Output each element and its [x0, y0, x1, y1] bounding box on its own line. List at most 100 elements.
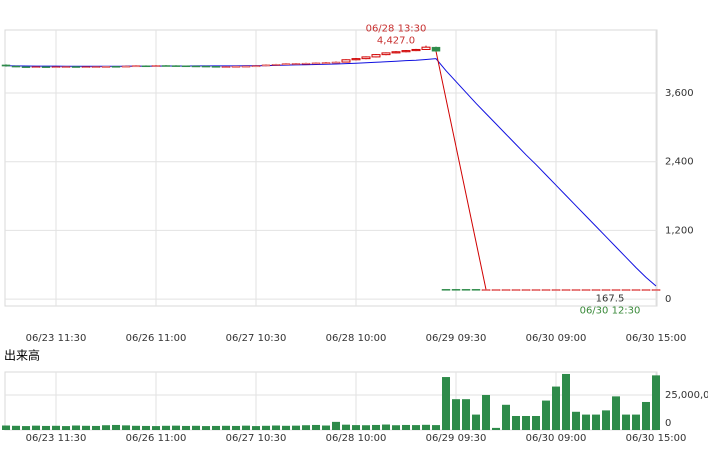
high-note-value: 4,427.0 [377, 36, 415, 47]
volume-bar [92, 425, 100, 430]
volume-bar [262, 425, 270, 430]
volume-bar [392, 425, 400, 430]
candle-body [521, 289, 531, 291]
volume-bar [302, 425, 310, 430]
volume-bar [582, 414, 590, 430]
volume-bar [172, 425, 180, 430]
candle-body [241, 65, 251, 68]
candle-body [631, 289, 641, 291]
volume-bar [352, 425, 360, 430]
low-note-time: 06/30 12:30 [580, 306, 641, 317]
candle-body [551, 289, 561, 291]
candle-body [11, 65, 21, 68]
volume-bar [512, 415, 520, 430]
candle-body [621, 289, 631, 291]
volume-bar [42, 425, 50, 430]
candle-body [161, 65, 171, 67]
candle-body [71, 66, 81, 68]
candle-body [101, 66, 111, 68]
candle-body [301, 62, 311, 65]
candle-body [131, 65, 141, 68]
price-frame [4, 29, 658, 307]
volume-bar [102, 425, 110, 430]
volume-bar [362, 425, 370, 430]
volume-bar [52, 425, 60, 430]
volume-bar [592, 414, 600, 430]
candle-body [271, 64, 281, 66]
x-tick-label: 06/23 11:30 [26, 333, 87, 344]
candle-body [381, 52, 391, 56]
candle-body [91, 66, 101, 68]
volume-bar [642, 401, 650, 430]
candle-body [291, 63, 301, 65]
candle-body [481, 289, 491, 291]
y-tick-label: 0 [665, 418, 671, 429]
volume-bar [82, 425, 90, 430]
y-tick-label: 25,000,000 [665, 390, 708, 401]
volume-bar [472, 414, 480, 430]
candle-body [491, 289, 501, 291]
volume-bar [142, 425, 150, 430]
drop-line [435, 51, 487, 290]
x-tick-label: 06/26 11:00 [126, 333, 187, 344]
candle-body [281, 63, 291, 66]
candle-body [421, 46, 431, 50]
candle-body [531, 289, 541, 291]
volume-bar [552, 386, 560, 430]
candle-body [501, 289, 511, 291]
candle-body [581, 289, 591, 291]
candle-body [1, 64, 11, 67]
candle-body [331, 61, 341, 64]
x-tick-label: 06/28 10:00 [326, 433, 387, 444]
volume-bar [312, 424, 320, 430]
candle-body [401, 50, 411, 53]
volume-bar [572, 411, 580, 430]
x-tick-label: 06/27 10:30 [226, 433, 287, 444]
volume-bar [452, 399, 460, 430]
volume-bar [442, 377, 450, 430]
volume-bar [602, 410, 610, 430]
volume-bar [382, 424, 390, 430]
candle-body [341, 59, 351, 63]
x-tick-label: 06/27 10:30 [226, 333, 287, 344]
volume-bar [182, 425, 190, 430]
candle-body [121, 65, 131, 68]
candle-body [451, 289, 461, 291]
volume-bar [252, 426, 260, 430]
volume-bar [222, 425, 230, 430]
candle-body [431, 46, 441, 52]
volume-title: 出来高 [4, 348, 40, 363]
volume-bar [152, 426, 160, 430]
y-tick-label: 3,600 [665, 88, 694, 99]
candle-body [171, 65, 181, 67]
candle-body [441, 289, 451, 291]
volume-bar [542, 400, 550, 430]
candle-body [361, 56, 371, 60]
x-tick-label: 06/28 10:00 [326, 333, 387, 344]
x-tick-label: 06/29 09:30 [426, 433, 487, 444]
volume-bar [282, 425, 290, 430]
volume-bar [202, 426, 210, 430]
candle-body [471, 289, 481, 291]
x-tick-label: 06/29 09:30 [426, 333, 487, 344]
candle-body [151, 65, 161, 67]
x-tick-label: 06/30 09:00 [526, 433, 587, 444]
candle-body [511, 289, 521, 291]
volume-bar [232, 425, 240, 430]
candle-body [81, 66, 91, 68]
volume-bar [482, 394, 490, 430]
volume-bar [492, 427, 500, 430]
volume-bar [522, 415, 530, 430]
volume-bar [322, 425, 330, 430]
volume-bar [632, 414, 640, 430]
candle-body [231, 65, 241, 68]
candle-body [21, 66, 31, 68]
low-note-value: 167.5 [596, 294, 625, 305]
volume-bar [332, 421, 340, 430]
volume-bar [12, 425, 20, 430]
volume-bar [22, 426, 30, 430]
x-tick-label: 06/30 09:00 [526, 333, 587, 344]
volume-bar [652, 375, 660, 430]
volume-bar [72, 425, 80, 430]
